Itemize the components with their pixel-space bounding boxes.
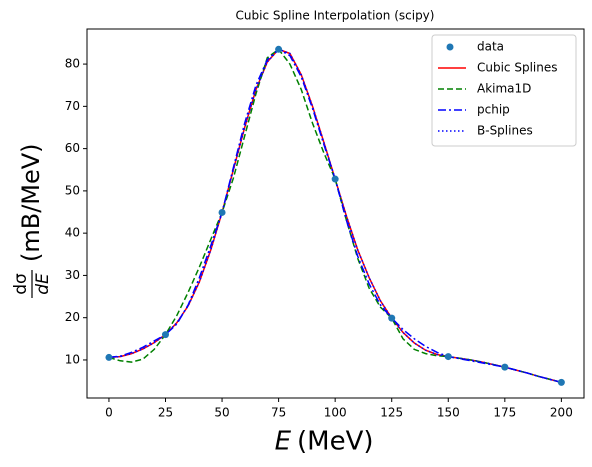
chart-title: Cubic Spline Interpolation (scipy) [236, 9, 435, 23]
y-tick-label: 50 [65, 183, 80, 197]
y-label-den: dE [33, 273, 53, 295]
data-point [388, 314, 396, 322]
data-point [444, 353, 452, 361]
x-label-unit: (MeV) [297, 427, 374, 457]
data-point [105, 353, 113, 361]
data-point [275, 45, 283, 53]
data-point [331, 175, 339, 183]
x-tick-label: 125 [380, 406, 403, 420]
x-label-var: E [275, 427, 292, 457]
y-tick-label: 30 [65, 268, 80, 282]
legend-box [431, 34, 577, 147]
data-point [161, 331, 169, 339]
x-tick-label: 25 [158, 406, 173, 420]
legend-label: Akima1D [477, 82, 531, 96]
x-tick-label: 50 [214, 406, 229, 420]
data-point [501, 363, 509, 371]
y-label-num: dσ [11, 273, 31, 295]
legend-marker [446, 43, 454, 51]
y-label: dσ dE (mB/MeV) [11, 143, 53, 298]
curve [108, 48, 562, 384]
legend-label: pchip [477, 103, 510, 117]
legend-label: Cubic Splines [477, 61, 558, 75]
y-label-unit: (mB/MeV) [17, 143, 45, 262]
data-point [557, 378, 565, 386]
y-tick-label: 40 [65, 226, 80, 240]
y-tick-label: 20 [65, 310, 80, 324]
y-tick-label: 80 [65, 57, 80, 71]
x-tick-label: 200 [550, 406, 573, 420]
y-tick-label: 60 [65, 141, 80, 155]
x-tick-label: 150 [437, 406, 460, 420]
x-tick-label: 75 [271, 406, 286, 420]
legend-label: data [477, 40, 504, 54]
x-tick-label: 0 [105, 406, 113, 420]
x-tick-label: 100 [324, 406, 347, 420]
x-tick-label: 175 [493, 406, 516, 420]
y-tick-label: 10 [65, 352, 80, 366]
data-point [218, 208, 226, 216]
y-tick-label: 70 [65, 99, 80, 113]
plot-frame [86, 28, 585, 399]
curve [108, 48, 562, 384]
legend-label: B-Splines [477, 124, 533, 138]
